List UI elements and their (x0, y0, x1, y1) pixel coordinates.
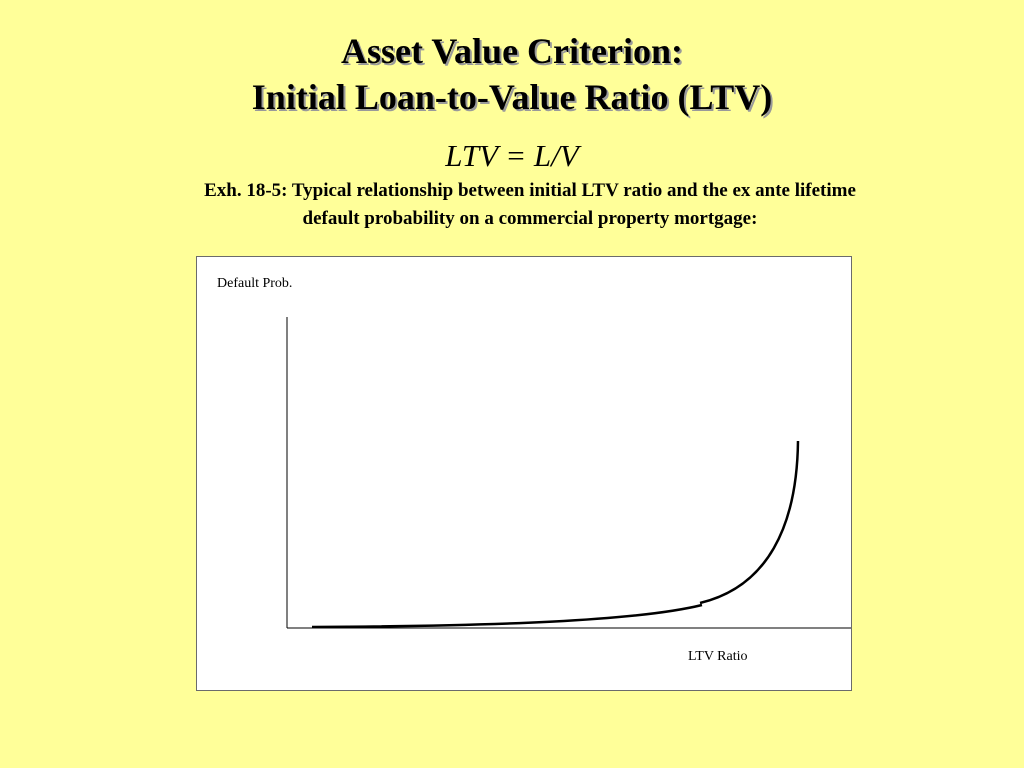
caption-line-2: default probability on a commercial prop… (302, 208, 758, 229)
ltv-formula: LTV = L/V (445, 138, 579, 173)
slide-title: Asset Value Criterion: Initial Loan-to-V… (0, 28, 1024, 120)
diagram-panel: Default Prob. LTV Ratio (196, 256, 852, 691)
title-line-1: Asset Value Criterion: (341, 31, 683, 71)
default-curve-lower (311, 603, 703, 629)
y-axis-label: Default Prob. (217, 276, 293, 291)
default-curve-upper (699, 440, 800, 605)
caption-line-1: Exh. 18-5: Typical relationship between … (204, 180, 856, 201)
diagram-plot (286, 317, 851, 629)
title-line-2: Initial Loan-to-Value Ratio (LTV) (251, 77, 773, 117)
exhibit-caption: Exh. 18-5: Typical relationship between … (120, 177, 940, 233)
x-axis-label: LTV Ratio (688, 649, 748, 664)
